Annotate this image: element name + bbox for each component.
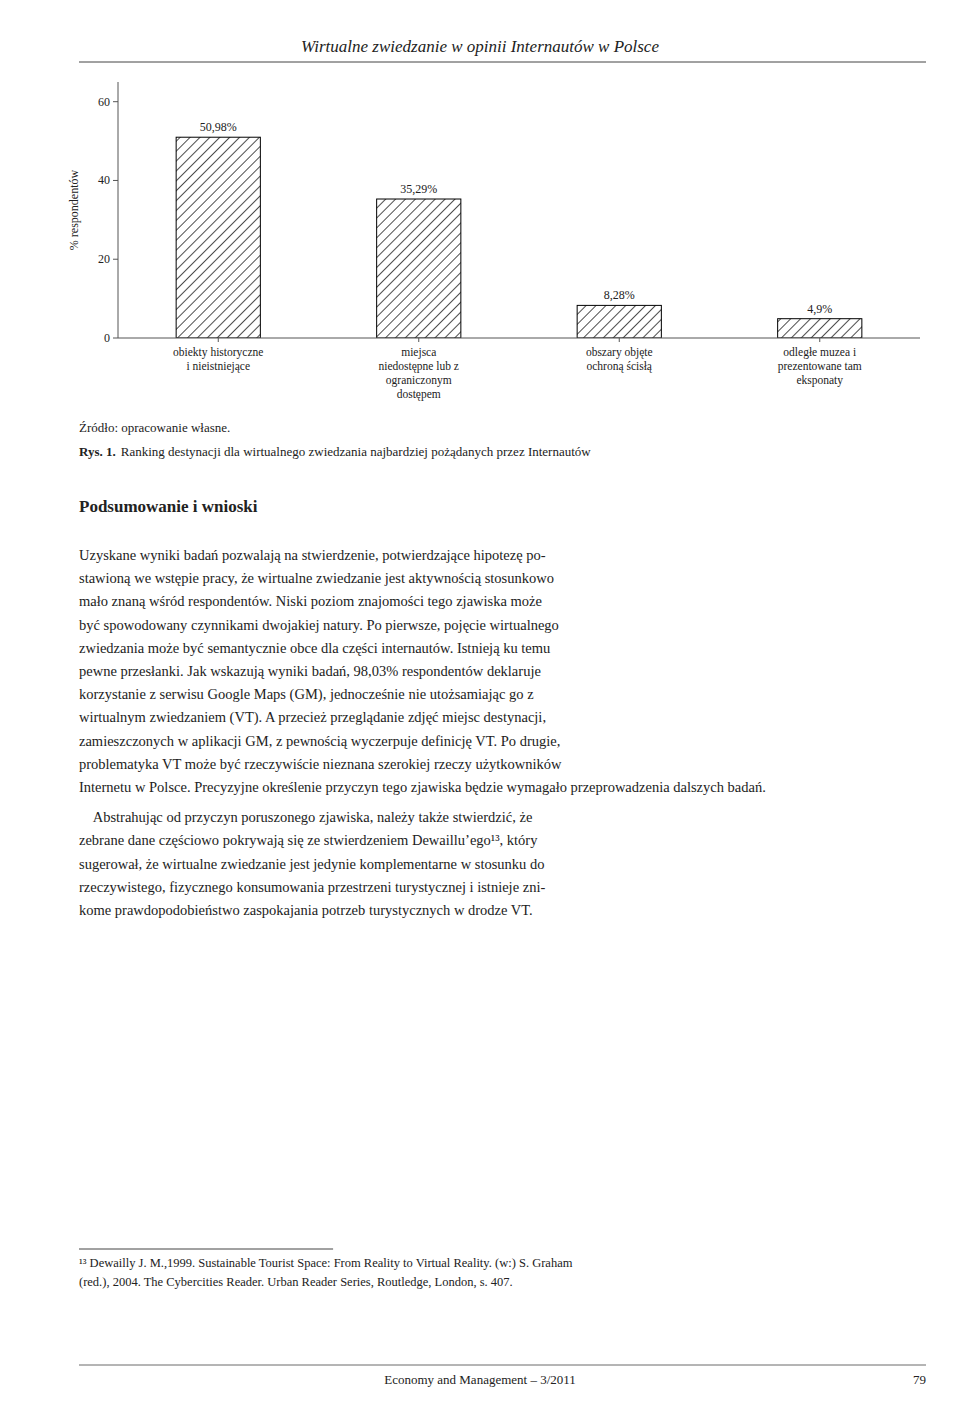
footer-page: 79	[913, 1372, 926, 1387]
y-tick	[113, 180, 118, 181]
body-line: sugerował, że wirtualne zwiedzanie jest …	[79, 856, 544, 872]
x-tick-label: obszary objęteochroną ścisłą	[586, 346, 653, 373]
body-line: zwiedzania może być semantycznie obce dl…	[79, 640, 550, 656]
body-line: stawioną we wstępie pracy, że wirtualne …	[79, 570, 554, 586]
bar-chart: 0 20 40 60 % respondentów 50,98% 35,29% 8,28% 4,…	[67, 82, 920, 401]
y-tick-label: 0	[104, 331, 110, 345]
caption-label: Rys. 1.	[79, 444, 116, 459]
x-tick-label: odległe muzea iprezentowane tameksponaty	[778, 346, 862, 387]
body-line: pewne przesłanki. Jak wskazują wyniki ba…	[79, 663, 541, 679]
body-line: być spowodowany czynnikami dwojakiej nat…	[79, 617, 559, 633]
body-line: Abstrahując od przyczyn poruszonego zjaw…	[79, 809, 532, 825]
body-line: mało znaną wśród respondentów. Niski poz…	[79, 593, 542, 609]
footnote: ¹³ Dewailly J. M.,1999. Sustainable Tour…	[79, 1256, 573, 1270]
section-title: Podsumowanie i wnioski	[79, 497, 258, 516]
body-line: zebrane dane częściowo pokrywają się ze …	[79, 832, 538, 848]
y-tick	[113, 101, 118, 102]
y-tick	[113, 338, 118, 339]
x-axis	[118, 338, 920, 339]
y-axis-label: % respondentów	[67, 170, 81, 251]
body-line: zamieszczonych w aplikacji GM, z pewnośc…	[79, 733, 560, 749]
y-tick	[113, 259, 118, 260]
x-tick	[218, 338, 219, 342]
x-tick	[819, 338, 820, 342]
page-header: Wirtualne zwiedzanie w opinii Internautó…	[301, 37, 659, 56]
x-tick-label: obiekty historycznei nieistniejące	[173, 346, 263, 373]
data-label: 4,9%	[807, 302, 832, 316]
body-line: Internetu w Polsce. Precyzyjne określeni…	[79, 779, 766, 795]
bar	[176, 137, 260, 338]
page: Wirtualne zwiedzanie w opinii Internautó…	[0, 0, 960, 1403]
data-label: 35,29%	[400, 182, 437, 196]
data-label: 50,98%	[200, 120, 237, 134]
footer-rule	[79, 1365, 926, 1366]
body-line: kome prawdopodobieństwo zaspokajania pot…	[79, 902, 533, 918]
x-tick	[619, 338, 620, 342]
y-tick-label: 40	[98, 173, 110, 187]
data-label: 8,28%	[604, 288, 635, 302]
body-line: korzystanie z serwisu Google Maps (GM), …	[79, 686, 534, 703]
footer-text: Economy and Management – 3/2011	[384, 1372, 576, 1387]
bars	[176, 137, 862, 338]
body-line: wirtualnym zwiedzaniem (VT). A przecież …	[79, 709, 546, 726]
x-tick-label: miejscaniedostępne lub zograniczonymdost…	[379, 346, 459, 401]
y-tick-label: 60	[98, 95, 110, 109]
body-line: rzeczywistego, fizycznego konsumowania p…	[79, 879, 545, 895]
y-tick-label: 20	[98, 252, 110, 266]
footnote: (red.), 2004. The Cybercities Reader. Ur…	[79, 1275, 513, 1289]
bar	[577, 305, 661, 338]
body-line: problematyka VT może być rzeczywiście ni…	[79, 756, 562, 772]
body-line: Uzyskane wyniki badań pozwalają na stwie…	[79, 547, 546, 563]
source: Źródło: opracowanie własne.	[79, 420, 230, 435]
footnote-rule	[79, 1249, 333, 1250]
caption: Ranking destynacji dla wirtualnego zwied…	[121, 444, 592, 459]
bar	[377, 199, 461, 338]
bar	[778, 319, 862, 338]
header-rule	[79, 62, 926, 63]
x-tick	[418, 338, 419, 342]
y-axis	[118, 82, 119, 338]
